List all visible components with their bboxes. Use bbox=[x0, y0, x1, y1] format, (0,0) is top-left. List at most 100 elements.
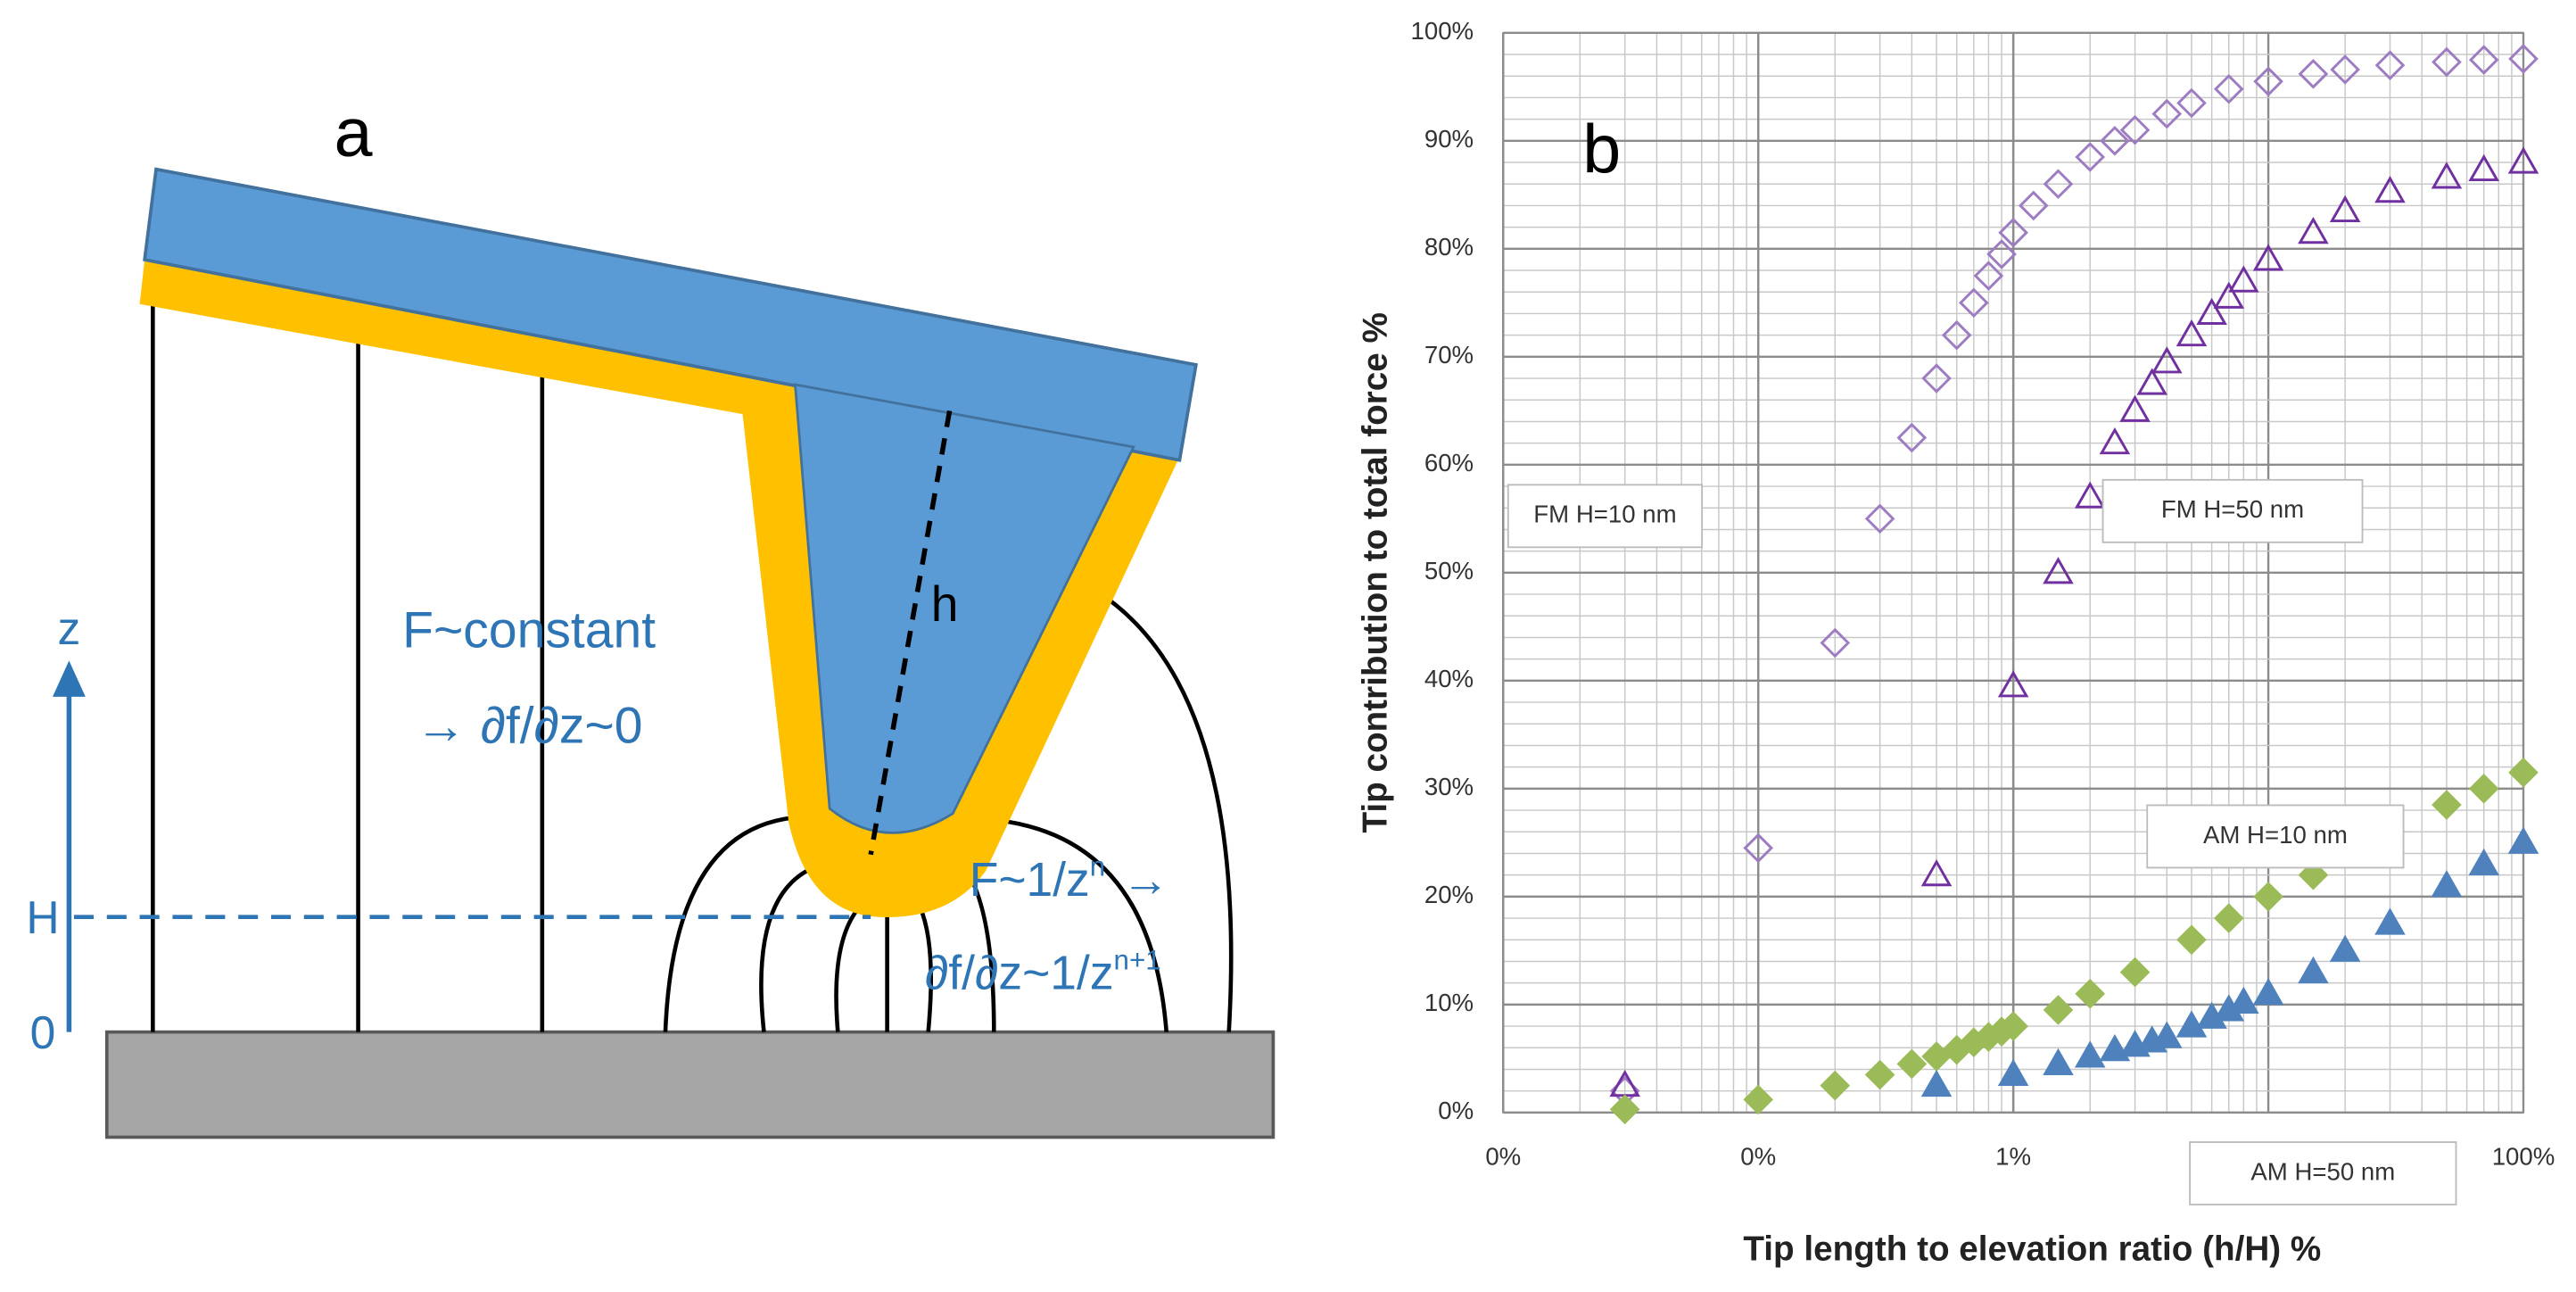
cantilever bbox=[143, 167, 1198, 462]
y-axis-title: Tip contribution to total force % bbox=[1357, 312, 1395, 832]
data-point bbox=[2253, 66, 2283, 97]
far-field-text: F~constant bbox=[402, 602, 656, 659]
y-tick-label: 70% bbox=[1424, 341, 1474, 369]
data-point bbox=[2298, 956, 2329, 984]
data-point bbox=[2508, 44, 2539, 74]
data-point bbox=[2374, 176, 2406, 203]
data-point bbox=[2018, 190, 2049, 221]
data-point bbox=[2468, 153, 2499, 182]
data-point bbox=[2075, 142, 2106, 172]
data-point bbox=[1920, 1069, 1953, 1097]
data-point bbox=[1820, 1070, 1851, 1101]
data-point bbox=[1959, 287, 1989, 319]
data-point bbox=[2228, 265, 2259, 293]
tip-length-line bbox=[868, 410, 953, 856]
data-point bbox=[1921, 363, 1952, 393]
near-field-text: F~1/z bbox=[970, 854, 1090, 907]
x-tick-label: 0% bbox=[1740, 1143, 1776, 1171]
series-label: AM H=10 nm bbox=[2203, 821, 2348, 849]
field-lines bbox=[151, 292, 1234, 1032]
series-label-box bbox=[1507, 484, 1704, 549]
y-tick-label: 80% bbox=[1424, 233, 1474, 261]
data-point bbox=[2196, 297, 2227, 325]
data-point bbox=[1864, 503, 1895, 534]
data-point bbox=[2151, 98, 2183, 129]
zero-label: 0 bbox=[30, 1006, 56, 1058]
data-point bbox=[2151, 1021, 2183, 1048]
data-point bbox=[2043, 169, 2074, 200]
data-point bbox=[2074, 481, 2106, 509]
data-point bbox=[2213, 281, 2245, 309]
y-tick-label: 50% bbox=[1424, 557, 1474, 584]
data-point bbox=[2432, 46, 2462, 78]
panel-label: a bbox=[334, 95, 374, 171]
data-point bbox=[2508, 757, 2539, 788]
data-point bbox=[1973, 261, 2004, 291]
data-point bbox=[1997, 670, 2029, 698]
data-point bbox=[2213, 903, 2244, 933]
h-level-label: H bbox=[26, 891, 59, 943]
near-field-text: ∂f/∂z~1/z bbox=[925, 948, 1114, 1000]
data-point bbox=[2213, 73, 2244, 104]
exponent: n bbox=[1090, 851, 1105, 882]
data-point bbox=[1896, 1048, 1928, 1080]
data-point bbox=[2431, 870, 2463, 898]
y-tick-label: 20% bbox=[1424, 881, 1474, 908]
data-point bbox=[2432, 790, 2462, 820]
series-label-box bbox=[2146, 804, 2405, 869]
data-point bbox=[2374, 50, 2406, 80]
data-point bbox=[2298, 216, 2329, 244]
data-point bbox=[1941, 319, 1972, 351]
data-point bbox=[2252, 978, 2284, 1006]
tip-length-label: h bbox=[931, 576, 959, 632]
data-point bbox=[1997, 1058, 2029, 1087]
data-point bbox=[1743, 832, 1774, 864]
data-point bbox=[1896, 422, 1928, 453]
field-line bbox=[1096, 590, 1234, 1032]
data-point bbox=[2119, 114, 2151, 145]
axis-label: z bbox=[58, 602, 81, 654]
data-point bbox=[2176, 87, 2207, 119]
field-line bbox=[918, 906, 934, 1032]
series-label-box bbox=[2189, 1141, 2457, 1205]
data-point bbox=[2176, 319, 2208, 347]
data-point bbox=[1998, 217, 2028, 248]
data-point bbox=[2100, 126, 2130, 156]
data-point bbox=[2468, 774, 2499, 804]
data-point bbox=[2074, 1040, 2106, 1068]
x-tick-label: 100% bbox=[2492, 1143, 2555, 1171]
y-tick-label: 10% bbox=[1424, 989, 1474, 1016]
data-point bbox=[2253, 882, 2283, 912]
data-point bbox=[1820, 627, 1851, 658]
data-point bbox=[2043, 995, 2074, 1025]
near-field-text: ∂f/∂z~1/zn+1 bbox=[925, 945, 1161, 1000]
y-tick-label: 90% bbox=[1424, 125, 1474, 153]
data-point bbox=[2151, 346, 2183, 374]
panel-b: 0% 10% 20% 30% 40% 50% 60% 70% 80% 90% 100% 0% 0% 1% 1… bbox=[1357, 17, 2555, 1269]
x-axis-title: Tip length to elevation ratio (h/H) % bbox=[1743, 1230, 2321, 1269]
data-point bbox=[2329, 934, 2361, 962]
field-line bbox=[969, 816, 1169, 1032]
data-point bbox=[2043, 1048, 2074, 1075]
data-point bbox=[2468, 848, 2499, 876]
data-point bbox=[2119, 394, 2151, 422]
series-label: AM H=50 nm bbox=[2250, 1157, 2395, 1185]
series-label: FM H=10 nm bbox=[1533, 501, 1676, 528]
data-point bbox=[2176, 1010, 2208, 1038]
y-tick-label: 30% bbox=[1424, 773, 1474, 800]
arrow-text: → bbox=[1122, 854, 1169, 907]
data-point bbox=[2228, 986, 2259, 1014]
field-line bbox=[663, 815, 805, 1032]
x-tick-label: 0% bbox=[1485, 1143, 1521, 1171]
y-tick-label: 40% bbox=[1424, 665, 1474, 692]
data-point bbox=[1986, 239, 2017, 269]
data-point bbox=[2507, 826, 2539, 854]
series-label: FM H=50 nm bbox=[2161, 495, 2304, 523]
data-point bbox=[2329, 195, 2361, 223]
tip bbox=[793, 383, 1135, 834]
near-field-text: F~1/zn → bbox=[970, 851, 1169, 907]
data-point bbox=[2298, 58, 2329, 89]
x-tick-label: 1% bbox=[1995, 1143, 2031, 1171]
data-point bbox=[2099, 427, 2131, 455]
